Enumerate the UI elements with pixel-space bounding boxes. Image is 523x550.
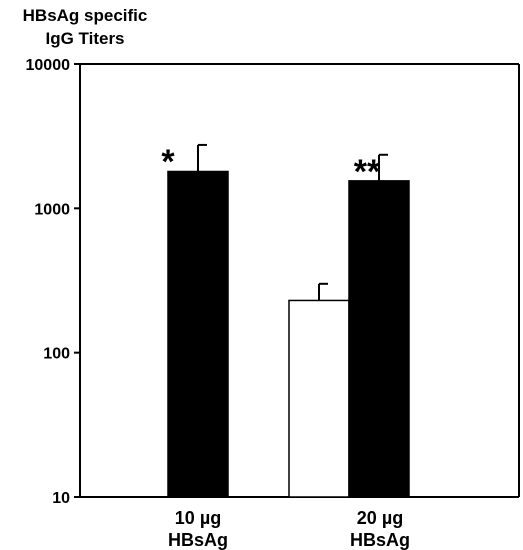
x-category-label-1-line-1: HBsAg — [350, 530, 410, 550]
significance-mark-1: ** — [354, 153, 381, 191]
x-category-label-0-line-0: 10 µg — [175, 508, 221, 528]
bar-s1-c0 — [167, 170, 229, 498]
significance-mark-0: * — [161, 143, 175, 181]
y-tick-label-2: 1000 — [34, 201, 70, 218]
y-tick-label-0: 10 — [52, 490, 70, 507]
bar-s1-c1 — [348, 180, 410, 498]
y-axis-title-line-2: IgG Titers — [45, 29, 125, 48]
x-category-label-0-line-1: HBsAg — [168, 530, 228, 550]
y-tick-label-1: 100 — [43, 346, 70, 363]
x-category-label-1-line-0: 20 µg — [357, 508, 403, 528]
y-axis-title-line-1: HBsAg specific — [22, 6, 148, 25]
y-tick-label-3: 10000 — [26, 57, 71, 74]
bar-s0-c1 — [288, 299, 350, 498]
